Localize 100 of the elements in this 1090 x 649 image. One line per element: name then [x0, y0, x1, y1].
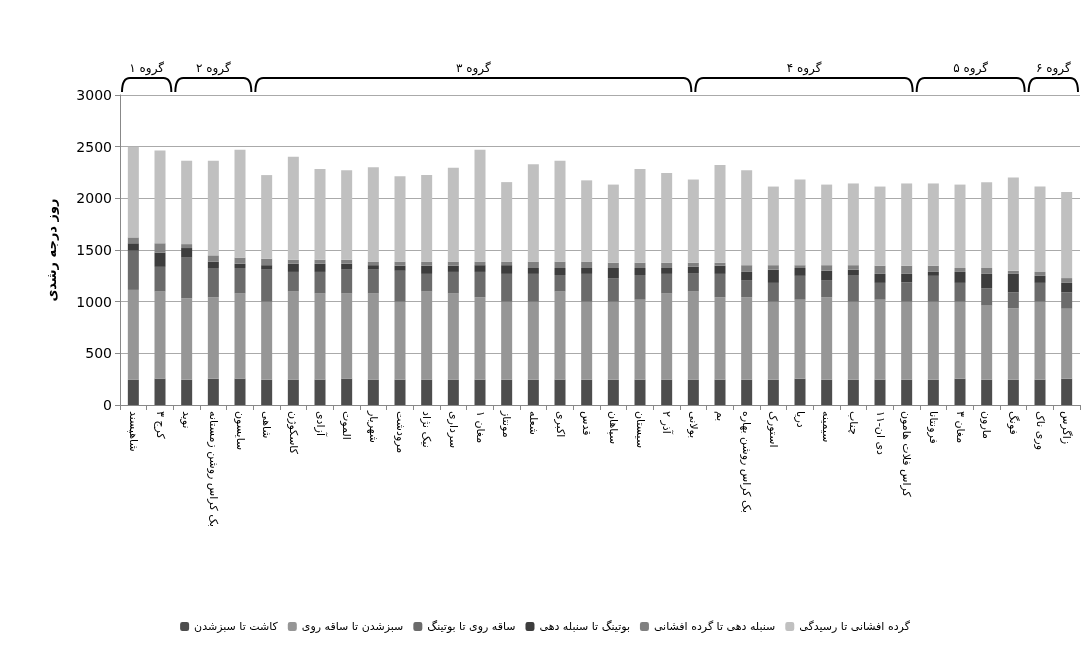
bar	[367, 293, 379, 380]
x-tick-label: اکبری	[553, 411, 567, 438]
bar	[794, 265, 806, 268]
bar	[261, 175, 273, 259]
bar	[341, 293, 353, 379]
x-tick-label: شهریار	[366, 410, 380, 444]
bar	[1034, 379, 1046, 405]
bar	[821, 297, 833, 380]
x-tick-label: چناب	[846, 411, 860, 435]
bar	[1061, 282, 1073, 293]
x-tick-label: آزادی	[313, 411, 328, 437]
bar	[341, 259, 353, 264]
bar	[741, 379, 753, 405]
x-tick-label: فرونتانا	[926, 411, 940, 444]
bar	[714, 297, 726, 380]
bar	[261, 265, 273, 270]
bar	[554, 261, 566, 268]
bar	[794, 179, 806, 266]
bar	[1007, 308, 1019, 380]
bar	[607, 184, 619, 263]
bar	[901, 273, 913, 283]
x-tick-label: شاهپسند	[126, 411, 140, 452]
bar	[341, 269, 353, 294]
bar	[527, 301, 539, 380]
bar	[527, 261, 539, 268]
bar	[154, 243, 166, 253]
bar	[554, 160, 566, 262]
y-axis-title: روز درجه رشدی	[44, 198, 59, 302]
x-tick-label: سرداری	[446, 411, 460, 449]
bar	[421, 379, 433, 405]
bar	[554, 275, 566, 292]
bar	[1061, 278, 1073, 283]
bar	[1034, 275, 1046, 283]
y-tick-label: 3000	[76, 87, 112, 103]
x-tick-label: بم	[713, 411, 727, 422]
bar	[527, 273, 539, 302]
bar	[581, 273, 593, 302]
bar	[847, 275, 859, 302]
x-tick-label: کرج ۳	[153, 411, 167, 440]
bar	[661, 262, 673, 268]
bar	[154, 291, 166, 379]
bar	[447, 379, 459, 405]
bar	[181, 298, 193, 380]
bar	[981, 267, 993, 274]
bar	[661, 173, 673, 263]
bar	[927, 271, 939, 276]
bar	[287, 156, 299, 260]
bar	[581, 267, 593, 274]
bar	[687, 262, 699, 267]
bar	[767, 186, 779, 266]
bar	[554, 267, 566, 276]
bar	[874, 273, 886, 283]
bar	[954, 267, 966, 272]
text: گروه ۴	[786, 61, 822, 76]
bar	[394, 379, 406, 405]
bar	[714, 262, 726, 266]
bar	[154, 150, 166, 244]
bar	[501, 182, 513, 262]
x-tick-label: مغان ۳	[953, 411, 967, 444]
bar	[954, 184, 966, 268]
bar	[741, 297, 753, 380]
bar	[501, 265, 513, 274]
bar	[287, 291, 299, 380]
bar	[1034, 186, 1046, 272]
bar	[634, 299, 646, 380]
bar	[714, 273, 726, 298]
bar	[341, 263, 353, 270]
legend-label: سنبله دهی تا گرده افشانی	[653, 620, 776, 633]
bar	[954, 271, 966, 283]
bar	[767, 282, 779, 302]
bar	[421, 291, 433, 380]
bar	[234, 293, 246, 379]
bar	[661, 293, 673, 380]
x-tick-label: کاسکوژن	[286, 411, 300, 455]
bar	[927, 183, 939, 266]
bar	[901, 282, 913, 302]
bar	[1007, 379, 1019, 405]
x-tick-label: مارون	[980, 411, 994, 440]
bar	[794, 267, 806, 276]
bar	[181, 244, 193, 249]
bar	[181, 248, 193, 258]
bar	[181, 257, 193, 299]
x-tick-label: استورک	[766, 411, 780, 448]
bar	[341, 378, 353, 405]
bar	[901, 379, 913, 405]
bar	[687, 291, 699, 380]
x-tick-label: نیک نژاد	[420, 411, 434, 448]
bar	[1061, 292, 1073, 309]
bar	[981, 182, 993, 268]
text: گروه ۱	[129, 61, 165, 76]
bar	[1061, 378, 1073, 405]
y-tick-label: 1000	[76, 293, 112, 310]
bar	[901, 301, 913, 380]
bar	[1034, 271, 1046, 276]
bar	[874, 186, 886, 266]
bar	[661, 379, 673, 405]
bar	[901, 183, 913, 266]
x-tick-label: شاهی	[260, 411, 274, 439]
legend-label: ساقه روی تا بوتینگ	[427, 620, 516, 633]
bar	[234, 267, 246, 294]
